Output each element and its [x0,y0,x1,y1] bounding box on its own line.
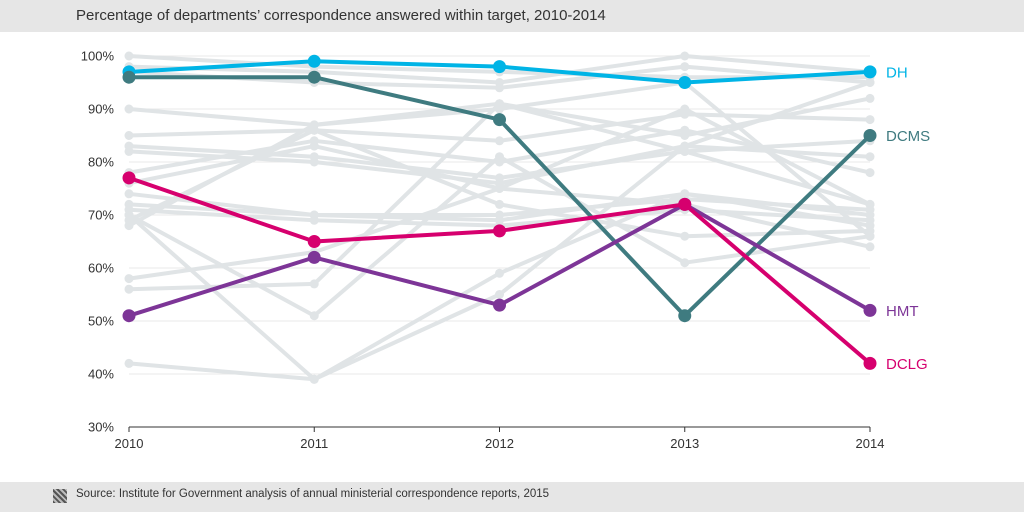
footer-bar [0,482,1024,512]
y-tick-label-50: 50% [88,314,114,329]
background-series-point-16-1 [309,279,319,289]
y-tick-label-80: 80% [88,155,114,170]
background-series-point-16-4 [865,199,875,209]
x-tick-label-2014: 2014 [856,436,885,451]
background-series-point-17-0 [124,210,134,220]
y-tick-label-60: 60% [88,261,114,276]
background-series-point-17-1 [309,311,319,321]
x-tick-label-2010: 2010 [115,436,144,451]
background-series-point-2-3 [680,62,690,72]
background-series-point-18-4 [865,78,875,87]
background-series-point-0-0 [124,51,134,61]
background-series-point-4-4 [865,115,875,125]
background-series-point-6-1 [309,157,319,167]
background-series-point-15-4 [865,242,875,252]
background-series-point-18-0 [124,358,134,368]
background-series-point-1-3 [680,51,690,61]
background-series-point-18-1 [309,374,319,384]
series-point-dclg-2010 [122,171,136,185]
background-series-point-16-2 [495,99,504,109]
series-point-dcms-2013 [678,309,692,323]
series-point-dcms-2011 [307,70,321,84]
axes: 30% 40% 50% 60% 70% 80% 90% 100% 2010 2011 2012 201… [81,49,885,452]
x-tick-label-2012: 2012 [485,436,514,451]
background-series-point-6-4 [865,152,875,162]
series-point-hmt-2011 [307,250,321,264]
source-icon [53,489,67,503]
series-point-dclg-2012 [493,224,506,238]
background-series-point-4-0 [124,131,134,140]
source-text: Source: Institute for Government analysi… [76,488,550,500]
background-series-point-7-4 [865,168,875,178]
series-label-dclg: DCLG [886,356,928,373]
background-series-point-14-1 [309,120,319,130]
series-point-dclg-2011 [307,235,321,248]
series-point-dclg-2013 [678,197,692,211]
series-label-dh: DH [886,64,908,81]
y-tick-label-40: 40% [88,367,114,382]
series-point-hmt-2010 [122,309,136,323]
background-series-point-14-0 [124,221,134,231]
header-bar [0,0,1024,32]
background-series-point-2-2 [495,83,504,93]
series-point-hmt-2014 [863,303,877,317]
series-label-dcms: DCMS [886,128,930,145]
y-tick-label-90: 90% [88,102,114,117]
background-series-point-16-0 [124,284,134,294]
series-label-hmt: HMT [886,303,919,320]
background-series-point-7-3 [680,125,690,135]
background-series-point-9-0 [124,189,134,199]
background-series-point-18-3 [680,141,690,151]
background-series-point-3-0 [124,104,134,114]
series-point-dh-2013 [678,76,692,89]
background-series-point-18-2 [495,290,504,299]
y-tick-label-70: 70% [88,208,114,223]
y-tick-label-100: 100% [81,49,115,64]
background-series-point-6-0 [124,146,134,156]
background-series-point-13-3 [680,231,690,241]
chart-title: Percentage of departments’ correspondenc… [76,7,606,24]
series-point-dh-2012 [493,60,506,74]
series-labels: DH DCMS HMT DCLG [886,64,930,373]
background-series-point-12-3 [680,189,690,199]
background-series-point-17-2 [495,152,504,162]
series-point-dcms-2010 [122,70,136,84]
background-series-point-15-2 [495,184,504,193]
background-series-point-3-4 [865,93,875,103]
background-series-point-11-1 [309,215,319,225]
y-tick-label-30: 30% [88,420,114,435]
background-series-point-17-3 [680,258,690,268]
background-series-point-4-2 [495,136,504,146]
highlighted-series [122,54,877,370]
background-series-point-17-4 [865,231,875,241]
background-series-point-12-2 [495,268,504,278]
line-chart: 30% 40% 50% 60% 70% 80% 90% 100% 2010 2011 2012 201… [81,49,930,452]
background-series [124,51,875,384]
x-tick-label-2011: 2011 [300,436,328,451]
background-series-point-8-3 [680,104,690,114]
background-series-point-13-2 [495,199,504,209]
background-series-point-8-1 [309,141,319,151]
background-series-point-15-0 [124,274,134,284]
series-point-dcms-2012 [493,113,506,127]
series-point-hmt-2012 [493,298,506,312]
series-point-dcms-2014 [863,129,877,142]
series-point-dclg-2014 [863,356,877,370]
series-point-dh-2011 [307,54,321,68]
x-tick-label-2013: 2013 [670,436,699,451]
series-point-dh-2014 [863,65,877,79]
